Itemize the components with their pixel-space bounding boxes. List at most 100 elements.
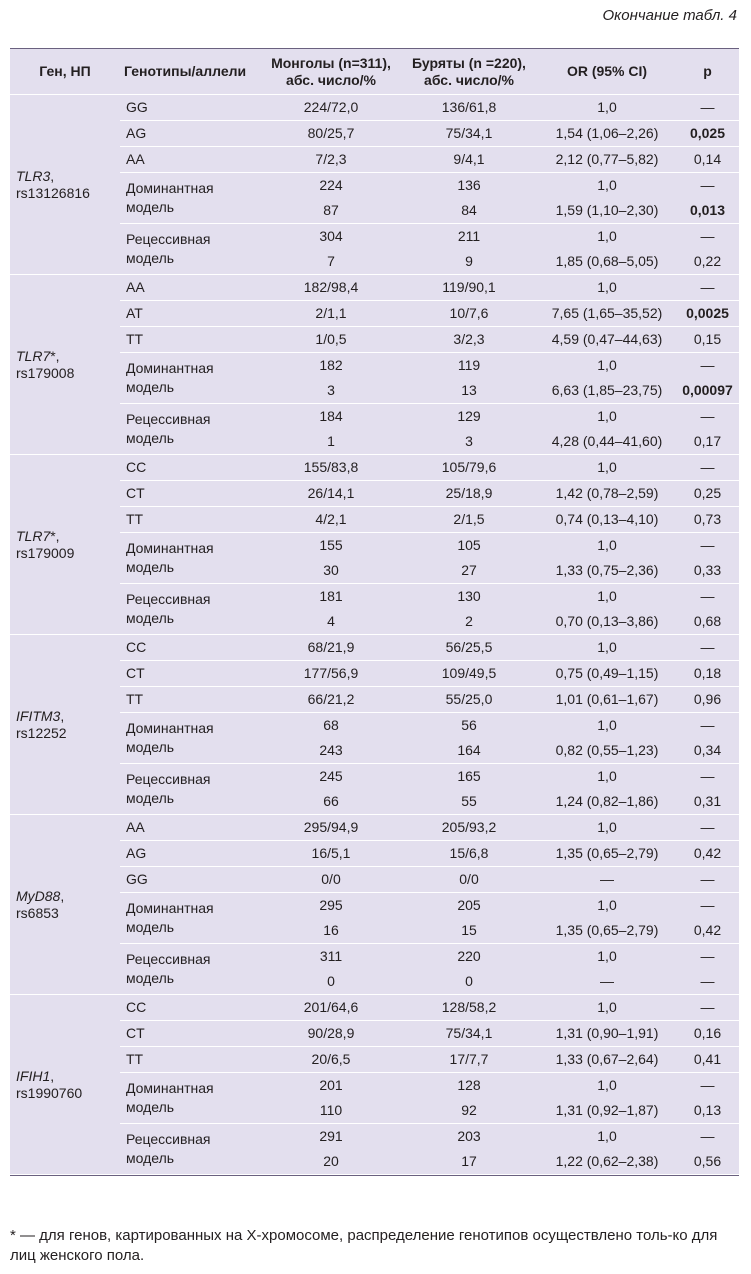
p-value-cell: — [700,897,715,913]
or-cell: — [538,969,676,995]
or-cell: 1,42 (0,78–2,59) [538,480,676,507]
buryats-cell: 105 [457,537,481,553]
mongols-cell: 201 [319,1077,343,1093]
mongols-cell: 80/25,7 [262,120,400,147]
p-value-cell: 0,41 [676,1046,739,1073]
or-cell: 1,0 [538,994,676,1021]
or-cell: 1,0 [597,1077,617,1093]
table-row: модель 87 84 1,59 (1,10–2,30) 0,013 [10,198,739,224]
mongols-cell: 0 [262,969,400,995]
table-row: модель 4 2 0,70 (0,13–3,86) 0,68 [10,609,739,635]
buryats-cell: 119 [457,357,481,373]
mongols-cell: 110 [262,1098,400,1124]
mongols-cell: 224/72,0 [262,94,400,121]
or-cell: 4,28 (0,44–41,60) [538,429,676,455]
gene-name: MyD88 [16,887,61,904]
table-caption: Окончание табл. 4 [602,7,737,24]
mongols-cell: 20 [262,1149,400,1175]
table-row: Доминантная 224 136 1,0 — [10,173,739,199]
buryats-cell: 56 [461,717,477,733]
p-value-cell: 0,16 [676,1020,739,1047]
genotype-cell: Рецессивная [126,591,211,607]
p-value-cell: 0,0025 [676,300,739,327]
p-value-cell: 0,33 [676,558,739,584]
p-value-cell: 0,31 [676,789,739,815]
genotype-cell: Доминантная [126,1080,214,1096]
or-cell: 0,82 (0,55–1,23) [538,738,676,764]
genotype-cell: AG [120,120,262,147]
snp-id: rs6853 [16,904,59,921]
table-row: TLR7*, rs179009 CC 155/83,8 105/79,6 1,0— [10,454,739,635]
buryats-cell: 2 [400,609,538,635]
genotype-cell: модель [120,249,262,275]
genotype-cell: Доминантная [126,720,214,736]
genotype-cell: модель [120,198,262,224]
p-value-cell: — [676,814,739,841]
genotype-cell: модель [120,1098,262,1124]
snp-id: rs179009 [16,544,75,561]
table-row: Рецессивная 291 203 1,0 — [10,1124,739,1150]
genotype-cell: GG [120,94,262,121]
table-row: Доминантная 68 56 1,0 — [10,713,739,739]
mongols-cell: 2/1,1 [262,300,400,327]
table-row: модель 30 27 1,33 (0,75–2,36) 0,33 [10,558,739,584]
genotype-cell: AG [120,840,262,867]
p-value-cell: 0,73 [676,506,739,533]
mongols-cell: 291 [319,1128,343,1144]
p-value-cell: 0,34 [676,738,739,764]
genotype-cell: Доминантная [126,360,214,376]
gene-name: TLR7 [16,527,51,544]
or-cell: 1,22 (0,62–2,38) [538,1149,676,1175]
buryats-cell: 105/79,6 [400,454,538,481]
buryats-cell: 136/61,8 [400,94,538,121]
buryats-cell: 13 [400,378,538,404]
mongols-cell: 1/0,5 [262,326,400,353]
table-row: AG 80/25,7 75/34,1 1,54 (1,06–2,26) 0,025 [10,120,739,147]
buryats-cell: 130 [457,588,481,604]
genotype-cell: CC [120,994,262,1021]
table-row: TT 66/21,2 55/25,0 1,01 (0,61–1,67) 0,96 [10,686,739,713]
buryats-cell: 25/18,9 [400,480,538,507]
genotype-cell: Рецессивная [126,1131,211,1147]
p-value-cell: — [700,948,715,964]
mongols-cell: 182/98,4 [262,274,400,301]
table-row: IFITM3, rs12252 CC 68/21,9 56/25,5 1,0— [10,634,739,815]
genotype-cell: модель [120,789,262,815]
table-row: IFIH1, rs1990760 CC 201/64,6 128/58,2 1,0— [10,994,739,1175]
mongols-cell: 7 [262,249,400,275]
buryats-cell: 205 [457,897,481,913]
buryats-cell: 75/34,1 [400,1020,538,1047]
table-row: Рецессивная 184 129 1,0 — [10,404,739,430]
header-buryats: Буряты (n =220), абс. число/% [400,49,538,95]
table-row: модель 20 17 1,22 (0,62–2,38) 0,56 [10,1149,739,1175]
genotype-cell: TT [120,326,262,353]
buryats-cell: 119/90,1 [400,274,538,301]
buryats-cell: 9/4,1 [400,146,538,173]
p-value-cell: — [700,1128,715,1144]
header-genotype: Генотипы/аллели [120,49,262,95]
buryats-cell: 27 [400,558,538,584]
buryats-cell: 9 [400,249,538,275]
buryats-cell: 220 [457,948,481,964]
genotype-cell: модель [120,429,262,455]
buryats-cell: 92 [400,1098,538,1124]
table-row: TLR3, rs13126816 GG 224/72,0 136/61,8 1,0— [10,94,739,275]
header-p: p [676,49,739,95]
p-value-cell: 0,42 [676,840,739,867]
or-cell: 1,35 (0,65–2,79) [538,840,676,867]
gene-name: TLR7 [16,347,51,364]
p-value-cell: — [700,177,715,193]
buryats-cell: 205/93,2 [400,814,538,841]
buryats-cell: 136 [457,177,481,193]
or-cell: 1,0 [538,454,676,481]
p-value-cell: 0,68 [676,609,739,635]
table-row: модель 16 15 1,35 (0,65–2,79) 0,42 [10,918,739,944]
mongols-cell: 295/94,9 [262,814,400,841]
buryats-cell: 75/34,1 [400,120,538,147]
table-row: AG 16/5,1 15/6,8 1,35 (0,65–2,79) 0,42 [10,840,739,867]
or-cell: 1,0 [597,228,617,244]
table-row: TT 20/6,5 17/7,7 1,33 (0,67–2,64) 0,41 [10,1046,739,1073]
mongols-cell: 4 [262,609,400,635]
genotype-cell: CT [120,660,262,687]
p-value-cell: 0,013 [676,198,739,224]
